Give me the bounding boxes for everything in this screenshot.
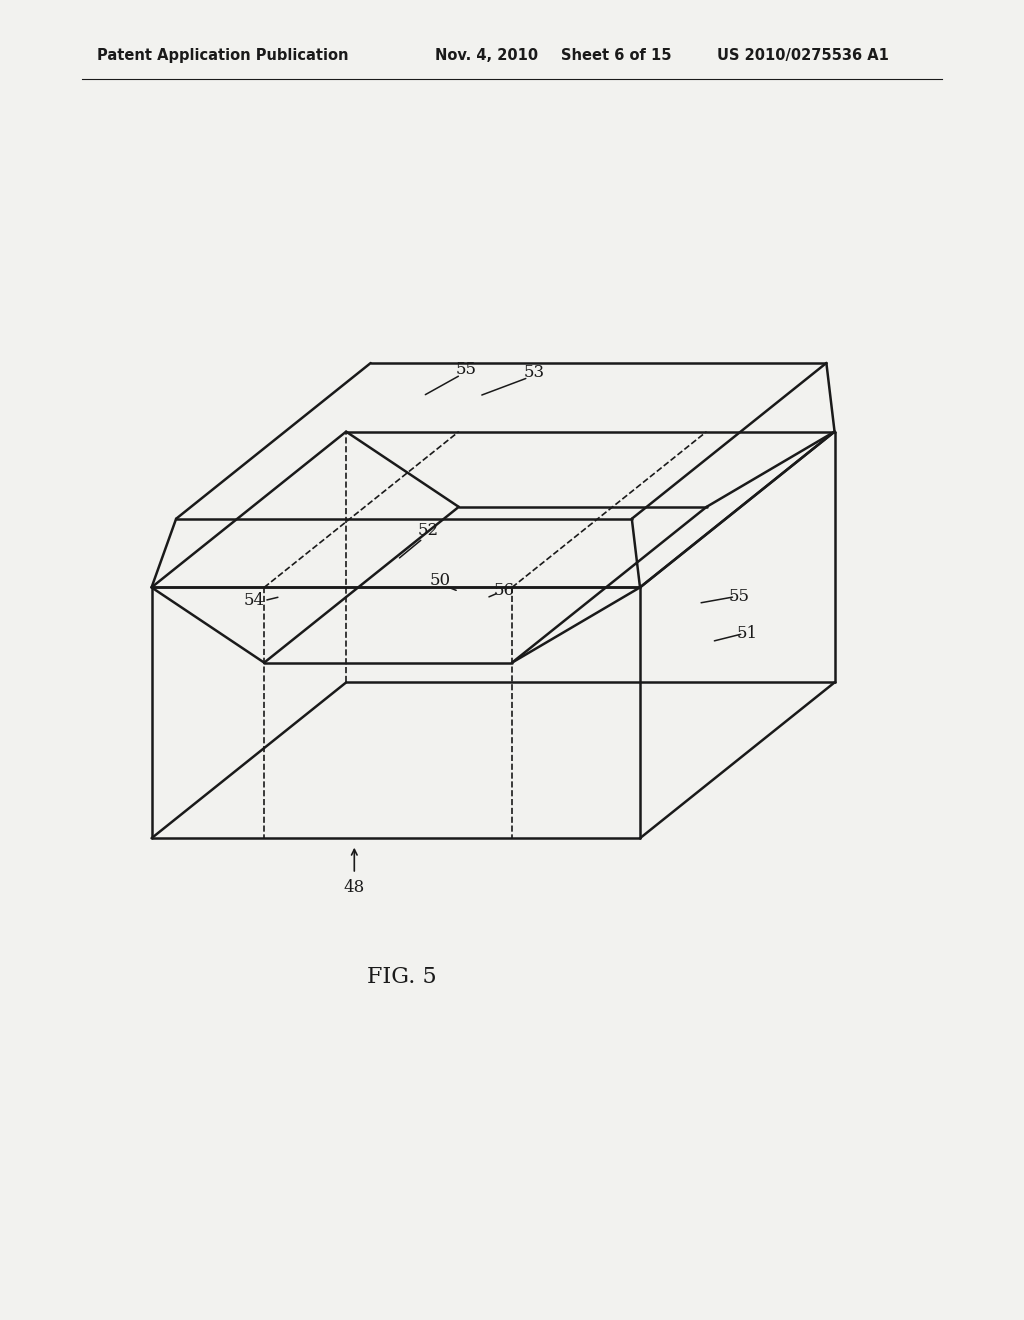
Text: FIG. 5: FIG. 5 [367,966,436,987]
Text: Patent Application Publication: Patent Application Publication [97,48,349,63]
Text: Nov. 4, 2010: Nov. 4, 2010 [435,48,539,63]
Text: 48: 48 [344,879,365,895]
Text: US 2010/0275536 A1: US 2010/0275536 A1 [717,48,889,63]
Text: 54: 54 [244,593,264,609]
Text: 55: 55 [729,589,750,605]
Text: 56: 56 [494,582,514,598]
Text: 50: 50 [430,573,451,589]
Text: 51: 51 [737,626,758,642]
Text: 52: 52 [418,523,438,539]
Text: 55: 55 [456,362,476,378]
Text: 53: 53 [524,364,545,380]
Text: Sheet 6 of 15: Sheet 6 of 15 [561,48,672,63]
